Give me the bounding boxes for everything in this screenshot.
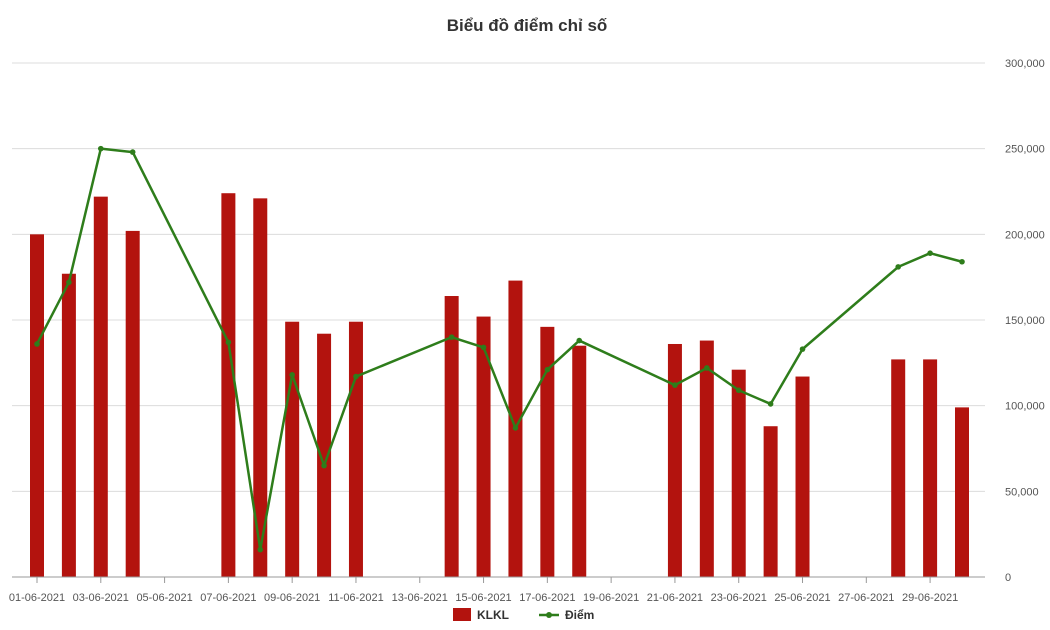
gridlines (12, 62, 985, 492)
x-tick-label: 05-06-2021 (136, 592, 192, 604)
x-tick-label: 01-06-2021 (9, 592, 65, 604)
point-diem (735, 387, 742, 394)
legend-swatch-klkl (453, 608, 471, 621)
x-tick-label: 25-06-2021 (774, 592, 830, 604)
point-diem (576, 337, 583, 344)
bar-klkl (61, 273, 76, 577)
bar-klkl (476, 316, 491, 577)
point-diem (512, 425, 519, 431)
bar-klkl (221, 193, 236, 578)
x-tick-label: 21-06-2021 (647, 592, 703, 604)
bar-klkl (444, 296, 459, 577)
x-tick-label: 15-06-2021 (455, 592, 511, 604)
y-tick-label: 100,000 (1005, 401, 1045, 413)
bar-klkl (763, 426, 778, 577)
y-tick-label: 250,000 (1005, 144, 1045, 156)
x-tick-label: 09-06-2021 (264, 592, 320, 604)
chart-title: Biểu đồ điểm chỉ số (447, 16, 608, 35)
bar-klkl (891, 359, 906, 577)
bar-klkl (795, 376, 810, 577)
line-series-diem (34, 145, 965, 553)
point-diem (448, 334, 455, 340)
y-axis-ticks: 0 50,000 100,000 150,000 200,000 250,000 300,0… (1005, 58, 1045, 584)
point-diem (704, 365, 710, 371)
bar-klkl (30, 234, 44, 578)
bar-klkl (731, 369, 746, 577)
bar-klkl (285, 321, 300, 577)
point-diem (353, 373, 359, 380)
legend: KLKL Điểm (453, 608, 594, 622)
x-tick-label: 19-06-2021 (583, 592, 639, 604)
x-tick-label: 27-06-2021 (838, 592, 894, 604)
legend-label-diem: Điểm (565, 608, 594, 622)
y-tick-label: 300,000 (1005, 58, 1045, 70)
bar-klkl (317, 333, 332, 577)
x-tick-label: 11-06-2021 (328, 592, 383, 604)
bar-klkl (125, 230, 140, 577)
point-diem (321, 462, 327, 469)
bar-klkl (923, 359, 938, 577)
line-diem (35, 147, 963, 551)
point-diem (257, 546, 264, 553)
x-tick-label: 23-06-2021 (711, 592, 767, 604)
bar-klkl (540, 326, 555, 577)
bar-klkl (93, 196, 108, 577)
legend-label-klkl: KLKL (477, 608, 509, 622)
point-diem (129, 149, 136, 155)
bar-klkl (253, 198, 268, 577)
x-tick-label: 17-06-2021 (519, 592, 575, 604)
point-diem (480, 344, 487, 351)
legend-marker-diem (546, 612, 552, 618)
point-diem (799, 346, 806, 352)
x-tick-label: 13-06-2021 (392, 592, 448, 604)
point-diem (927, 250, 933, 256)
point-diem (895, 264, 902, 270)
bar-klkl (348, 321, 363, 577)
point-diem (34, 341, 40, 347)
x-axis-ticks: 01-06-2021 03-06-2021 05-06-2021 07-06-2021… (9, 577, 958, 604)
point-diem (544, 366, 551, 373)
bar-klkl (699, 340, 714, 577)
point-diem (97, 145, 104, 152)
point-diem (767, 401, 774, 407)
y-tick-label: 50,000 (1005, 486, 1039, 498)
point-diem (225, 339, 232, 346)
point-diem (289, 372, 295, 378)
x-tick-label: 29-06-2021 (902, 592, 958, 604)
x-tick-label: 07-06-2021 (200, 592, 256, 604)
y-tick-label: 200,000 (1005, 229, 1045, 241)
point-diem (959, 258, 965, 265)
x-tick-label: 03-06-2021 (73, 592, 129, 604)
point-diem (66, 279, 72, 286)
point-diem (672, 382, 678, 388)
y-tick-label: 0 (1005, 572, 1011, 584)
bar-klkl (667, 343, 682, 577)
bar-klkl (572, 345, 587, 577)
bar-klkl (955, 407, 969, 577)
y-tick-label: 150,000 (1005, 315, 1045, 327)
